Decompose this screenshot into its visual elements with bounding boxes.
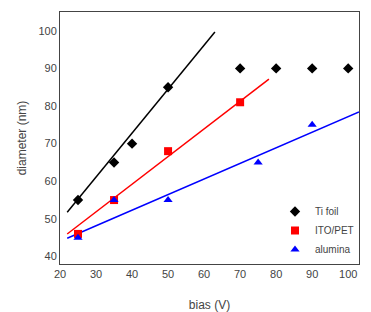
svg-text:diameter (nm): diameter (nm): [15, 101, 29, 176]
svg-text:60: 60: [198, 268, 210, 280]
svg-text:80: 80: [270, 268, 282, 280]
svg-text:100: 100: [339, 268, 357, 280]
svg-text:90: 90: [45, 62, 57, 74]
svg-text:70: 70: [234, 268, 246, 280]
svg-text:ITO/PET: ITO/PET: [315, 225, 354, 236]
svg-text:30: 30: [90, 268, 102, 280]
svg-text:50: 50: [162, 268, 174, 280]
svg-text:bias (V): bias (V): [189, 298, 230, 312]
svg-text:50: 50: [45, 213, 57, 225]
svg-text:90: 90: [306, 268, 318, 280]
svg-text:40: 40: [45, 250, 57, 262]
svg-text:60: 60: [45, 175, 57, 187]
svg-text:Ti foil: Ti foil: [315, 206, 339, 217]
svg-text:100: 100: [38, 25, 56, 37]
svg-text:70: 70: [45, 137, 57, 149]
svg-text:80: 80: [45, 100, 57, 112]
svg-text:20: 20: [54, 268, 66, 280]
svg-text:40: 40: [126, 268, 138, 280]
svg-text:alumina: alumina: [315, 244, 350, 255]
